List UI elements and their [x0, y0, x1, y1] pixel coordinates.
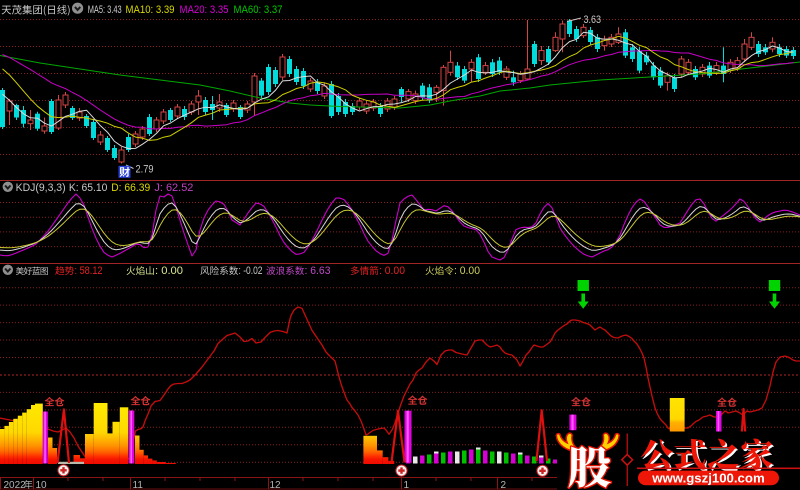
svg-text:D: 66.39: D: 66.39: [111, 182, 150, 194]
svg-text:: 58.12: : 58.12: [75, 265, 103, 277]
svg-text:: 6.63: : 6.63: [305, 265, 331, 277]
svg-text:2022: 2022: [4, 480, 27, 490]
svg-text:3.63: 3.63: [584, 14, 602, 26]
svg-text:: 0.00: : 0.00: [379, 265, 405, 277]
svg-text:www.gszj100.com: www.gszj100.com: [651, 470, 764, 485]
svg-text:2.79: 2.79: [136, 163, 154, 175]
svg-text:J: 62.52: J: 62.52: [154, 182, 193, 194]
svg-text:2: 2: [501, 480, 507, 490]
svg-text:MA5: 3.43: MA5: 3.43: [88, 4, 122, 16]
svg-text:: 0.00: : 0.00: [155, 265, 183, 277]
svg-text:K: 65.10: K: 65.10: [69, 182, 108, 194]
svg-text:MA60: 3.37: MA60: 3.37: [234, 4, 283, 16]
svg-text:MA10: 3.39: MA10: 3.39: [126, 4, 175, 16]
svg-text:12: 12: [270, 480, 282, 490]
svg-text:: -0.02: : -0.02: [239, 265, 263, 277]
svg-text:: 0.00: : 0.00: [454, 265, 480, 277]
svg-text:10: 10: [36, 480, 48, 490]
svg-text:11: 11: [133, 480, 144, 490]
svg-text:KDJ(9,3,3): KDJ(9,3,3): [16, 182, 66, 194]
svg-text:1: 1: [404, 480, 410, 490]
svg-text:MA20: 3.35: MA20: 3.35: [180, 4, 229, 16]
